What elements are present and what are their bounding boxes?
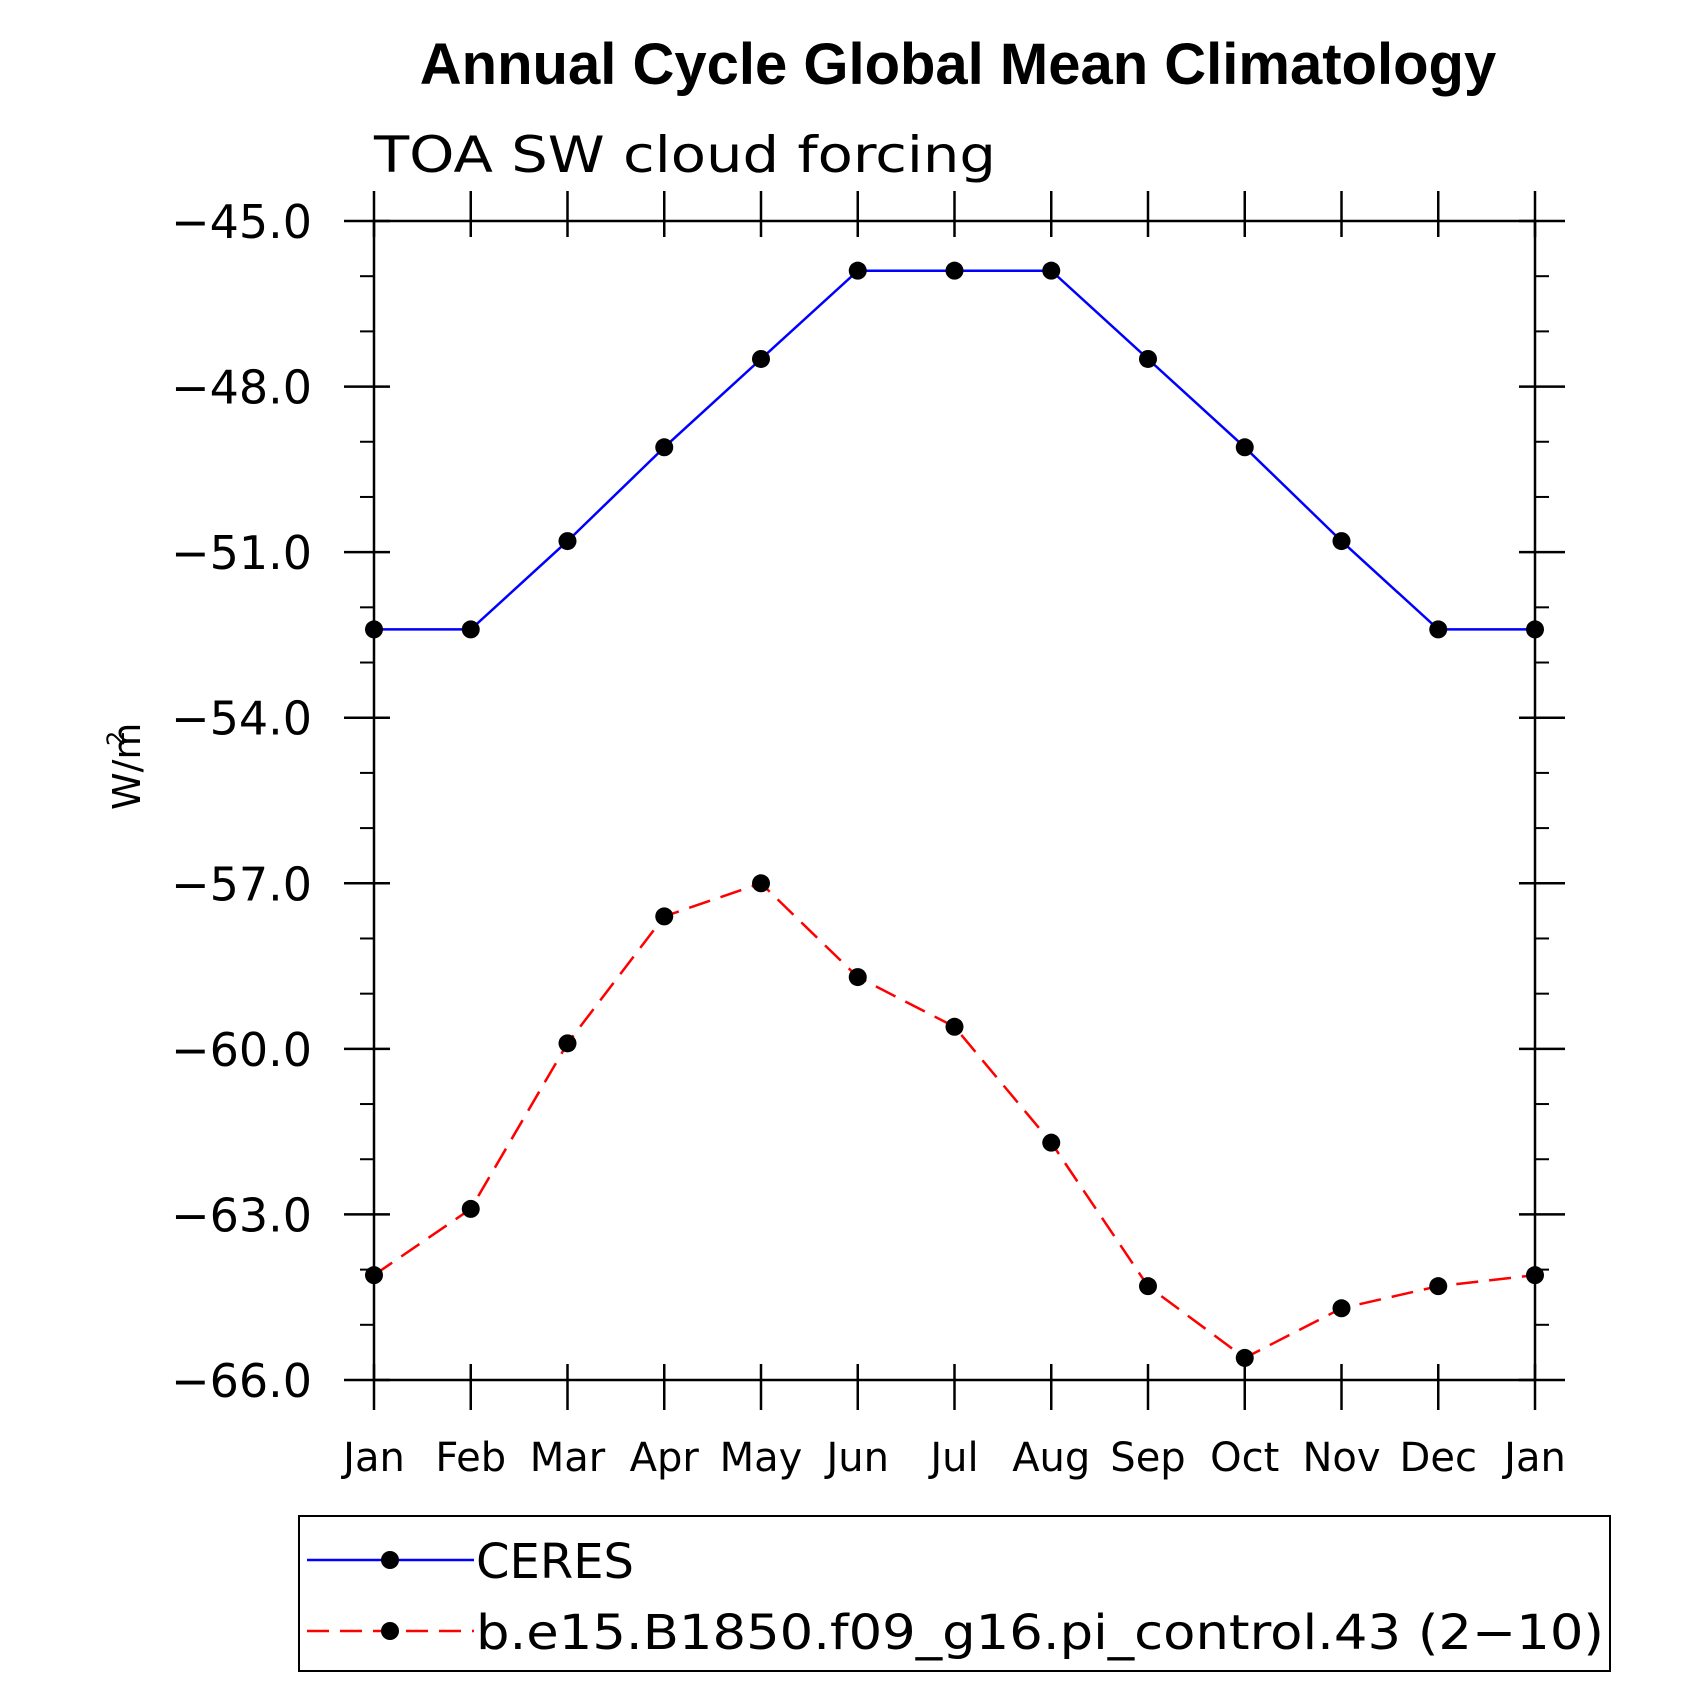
data-point-0: [365, 620, 383, 639]
data-point-1: [1139, 1277, 1157, 1296]
x-tick-label: Oct: [1210, 1435, 1279, 1481]
x-tick-label: Jan: [1501, 1435, 1566, 1481]
y-tick-label: −45.0: [171, 195, 312, 249]
legend-box: [298, 1515, 1611, 1672]
legend: CERES b.e15.B1850.f09_g16.pi_control.43 …: [298, 1515, 1611, 1672]
x-tick-label: Nov: [1302, 1435, 1380, 1481]
legend-marker-model: [381, 1622, 399, 1640]
data-point-1: [1429, 1277, 1448, 1296]
data-point-1: [558, 1034, 577, 1053]
x-tick-label: Jul: [927, 1435, 978, 1481]
data-point-0: [848, 261, 867, 280]
legend-label-ceres: CERES: [476, 1534, 634, 1590]
y-tick-label: −48.0: [171, 361, 312, 415]
x-tick-label: Aug: [1012, 1435, 1090, 1481]
y-tick-label: −51.0: [171, 526, 312, 580]
y-tick-label: −66.0: [171, 1354, 312, 1408]
data-point-1: [752, 874, 770, 893]
y-tick-label: −60.0: [171, 1023, 312, 1077]
data-point-1: [848, 968, 867, 987]
data-point-0: [1429, 620, 1448, 639]
data-point-1: [945, 1017, 964, 1036]
data-point-1: [1526, 1266, 1544, 1285]
data-point-1: [1235, 1348, 1254, 1367]
x-tick-label: Mar: [530, 1435, 606, 1481]
data-point-0: [1042, 261, 1061, 280]
data-point-0: [558, 532, 577, 551]
data-point-0: [1526, 620, 1544, 639]
data-point-1: [1042, 1133, 1061, 1152]
y-tick-label: −57.0: [171, 857, 312, 911]
y-axis-label-text: W/m: [105, 723, 149, 810]
data-point-0: [1235, 438, 1254, 457]
data-point-0: [1332, 532, 1351, 551]
y-axis-label-superscript: 2: [102, 731, 130, 746]
data-point-0: [461, 620, 480, 639]
x-tick-label: Sep: [1110, 1435, 1185, 1481]
y-axis-label: W/m 2: [102, 723, 149, 810]
chart-subtitle: TOA SW cloud forcing: [373, 126, 996, 184]
x-tick-label: Dec: [1400, 1435, 1477, 1481]
x-tick-label: Jan: [340, 1435, 405, 1481]
data-point-0: [1139, 349, 1157, 368]
x-tick-label: Feb: [435, 1435, 506, 1481]
legend-marker-ceres: [381, 1551, 399, 1569]
plot-frame: [372, 219, 1537, 1382]
data-point-1: [655, 907, 674, 926]
data-point-1: [1332, 1299, 1351, 1318]
legend-label-model: b.e15.B1850.f09_g16.pi_control.43 (2−10): [476, 1605, 1604, 1661]
x-tick-label: May: [720, 1435, 803, 1481]
series-line-1: [373, 881, 1536, 1360]
y-tick-label: −63.0: [171, 1188, 312, 1242]
y-tick-label: −54.0: [171, 692, 312, 746]
x-tick-label: Jun: [824, 1435, 890, 1481]
series-layer: [365, 261, 1544, 1367]
data-point-0: [945, 261, 964, 280]
x-tick-label: Apr: [630, 1435, 700, 1481]
axes: −45.0 −48.0 −51.0 −54.0 −57.0 −60.0 −63.0 −66.0…: [171, 191, 1566, 1481]
data-point-0: [655, 438, 674, 457]
data-point-1: [461, 1199, 480, 1218]
data-point-1: [365, 1266, 383, 1285]
data-point-0: [752, 349, 770, 368]
series-line-0: [374, 269, 1535, 631]
chart-title: Annual Cycle Global Mean Climatology: [420, 32, 1496, 97]
